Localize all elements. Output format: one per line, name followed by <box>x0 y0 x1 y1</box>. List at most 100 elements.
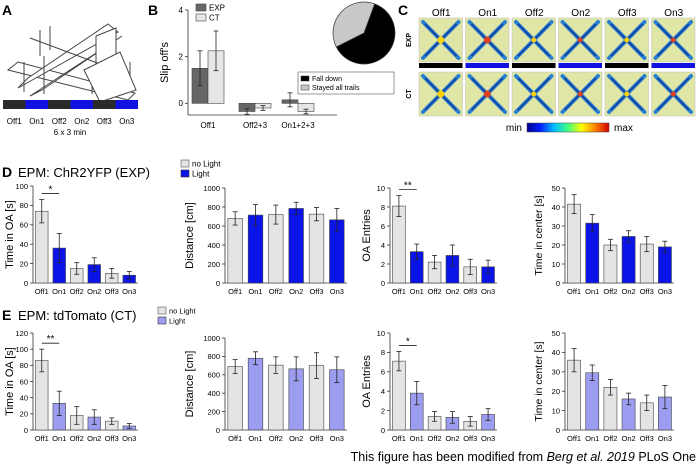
y-tick-label: 20 <box>20 410 28 419</box>
y-axis-label: OA Entries <box>361 209 373 262</box>
x-tick-label: On3 <box>658 434 672 443</box>
y-tick-label: 0 <box>381 426 385 435</box>
y-tick-label: 100 <box>15 182 28 191</box>
heatmap-tile <box>511 71 556 117</box>
y-tick-label: 40 <box>552 348 560 357</box>
y-tick-label: 200 <box>207 407 220 416</box>
y-tick-label: 8 <box>381 348 385 357</box>
x-tick-label: Off1 <box>392 434 406 443</box>
y-tick-label: 10 <box>377 329 385 338</box>
legend-swatch <box>300 84 310 91</box>
heatmap-grid: Off1 On1 Off2 On2 Off3 On3 EXP CT min max <box>406 8 696 134</box>
maze-drawing <box>6 23 137 103</box>
pie-chart-falls: Fall down Stayed all trails <box>297 1 396 95</box>
panel-letter-c: C <box>398 2 408 18</box>
x-tick-label: Off1 <box>567 434 581 443</box>
y-tick-label: 30 <box>552 368 560 377</box>
heatmap-tile <box>604 17 649 63</box>
y-tick-label: 120 <box>15 329 28 338</box>
heatmap-tile <box>511 17 556 63</box>
x-tick-label: On1 <box>52 287 66 296</box>
x-tick-label: Off2 <box>269 434 283 443</box>
x-tick-label: On1 <box>585 434 599 443</box>
x-tick-label: Off3 <box>463 287 477 296</box>
x-tick-label: Off2 <box>603 434 617 443</box>
legend-e-swatch-off <box>157 306 167 315</box>
x-tick-label: On2 <box>445 287 459 296</box>
y-tick-label: 20 <box>552 387 560 396</box>
x-tick-label: On3 <box>122 287 136 296</box>
y-tick-label: 8 <box>381 203 385 212</box>
heatmap-col-label: On1 <box>478 8 497 19</box>
x-tick-label: On3 <box>330 287 344 296</box>
y-tick-label: 100 <box>15 345 28 354</box>
heatmap-tile <box>418 71 463 117</box>
heatmap-tile <box>558 17 603 63</box>
light-schedule-bar <box>3 100 138 109</box>
schedule-label: Off3 <box>97 117 113 126</box>
schedule-segment <box>93 100 116 109</box>
heatmap-col-label: On3 <box>664 8 683 19</box>
bar <box>621 236 636 284</box>
schedule-label: On2 <box>74 117 90 126</box>
bar <box>585 372 600 431</box>
y-tick-label: 10 <box>552 260 560 269</box>
x-tick-label: Off3 <box>309 287 323 296</box>
y-tick-label: 400 <box>207 241 220 250</box>
x-tick-label: On2 <box>87 434 101 443</box>
significance-label: ** <box>47 334 55 345</box>
bar <box>268 364 284 431</box>
section-e-title: EPM: tdTomato (CT) <box>18 308 136 323</box>
x-tick-label: Off3 <box>640 287 654 296</box>
heatmap-tile <box>465 71 510 117</box>
legend-swatch <box>195 3 207 12</box>
legend-d-label-on: Light <box>192 170 210 179</box>
x-tick-label: On3 <box>330 434 344 443</box>
schedule-label: On3 <box>119 117 135 126</box>
y-tick-label: 0 <box>216 279 220 288</box>
x-tick-label: Off1 <box>567 287 581 296</box>
legend-d-label-off: no Light <box>192 160 221 169</box>
x-tick-label: On1 <box>410 434 424 443</box>
y-axis-label: Time in center [s] <box>533 341 545 421</box>
x-tick-label: Off3 <box>105 287 119 296</box>
x-tick-label: Off3 <box>640 434 654 443</box>
legend-label: EXP <box>209 4 225 13</box>
x-tick-label: Off3 <box>105 434 119 443</box>
y-tick-label: 1000 <box>203 184 220 193</box>
schedule-duration: 6 x 3 min <box>54 128 86 137</box>
chart-d-distance: 0 200 400 600 800 1000 Distance [cm] Off1 On1 Off… <box>184 184 347 296</box>
y-tick-label: 400 <box>207 389 220 398</box>
legend-swatch <box>195 13 207 22</box>
x-tick-label: On1 <box>585 287 599 296</box>
y-tick-label: 6 <box>381 222 385 231</box>
y-tick-label: 50 <box>552 329 560 338</box>
x-tick-label: Off1 <box>228 287 242 296</box>
y-tick-label: 50 <box>552 184 560 193</box>
x-tick-label: On3 <box>122 434 136 443</box>
heatmap-light-bar <box>605 63 649 68</box>
significance-label: ** <box>404 181 412 192</box>
bar <box>247 357 264 431</box>
significance-label: * <box>49 185 53 196</box>
x-tick-label: On1 <box>248 287 262 296</box>
y-tick-label: 800 <box>207 203 220 212</box>
heatmap-col-label: Off1 <box>432 8 451 19</box>
bar <box>392 205 406 284</box>
heatmap-light-bar <box>512 63 556 68</box>
y-tick-label: 40 <box>20 393 28 402</box>
legend-e: no Light Light <box>157 306 197 326</box>
y-tick-label: 6 <box>381 368 385 377</box>
y-tick-label: 2 <box>381 260 385 269</box>
schedule-segment <box>115 100 138 109</box>
y-tick-label: 2 <box>179 52 184 61</box>
x-tick-label: On2 <box>87 287 101 296</box>
schedule-segment <box>25 100 48 109</box>
chart-e-time-in-center: 0 10 20 30 40 50 Time in center [s] Off1 On1 Off2… <box>533 329 674 443</box>
y-tick-label: 2 <box>381 406 385 415</box>
heatmap-light-bar <box>651 63 695 68</box>
y-tick-label: 30 <box>552 222 560 231</box>
x-tick-label: On2 <box>289 287 303 296</box>
x-tick-label: Off1 <box>392 287 406 296</box>
